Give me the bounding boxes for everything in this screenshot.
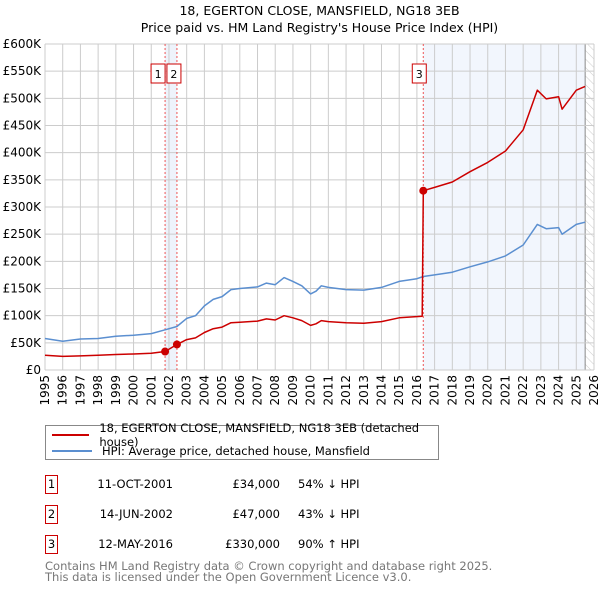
legend: 18, EGERTON CLOSE, MANSFIELD, NG18 3EB (… (45, 421, 439, 460)
y-tick-label: £450K (3, 119, 43, 133)
sale-date: 11-OCT-2001 (97, 477, 173, 491)
sale-label: 3 (416, 68, 423, 81)
sale-row: 3 12-MAY-2016 £330,000 90% ↑ HPI (45, 535, 445, 555)
x-tick-label: 1996 (56, 375, 70, 406)
sale-number-badge: 2 (45, 505, 58, 524)
y-tick-label: £150K (3, 282, 43, 296)
x-tick-label: 2008 (268, 375, 282, 406)
x-tick-label: 2020 (481, 375, 495, 406)
sale-price: £47,000 (232, 507, 280, 521)
x-tick-label: 2003 (180, 375, 194, 406)
x-tick-label: 2010 (304, 375, 318, 406)
x-tick-label: 2015 (392, 375, 406, 406)
sale-label-box (411, 63, 427, 84)
x-tick-label: 1997 (73, 375, 87, 406)
y-tick-label: £400K (3, 146, 43, 160)
chart-subtitle: Price paid vs. HM Land Registry's House … (140, 20, 499, 35)
x-tick-label: 1999 (109, 375, 123, 406)
x-tick-label: 2001 (144, 375, 158, 406)
y-tick-label: £350K (3, 173, 43, 187)
y-tick-label: £600K (3, 37, 43, 51)
x-tick-label: 2009 (286, 375, 300, 406)
legend-swatch-blue (52, 450, 92, 452)
sale-hpi-diff: 43% ↓ HPI (298, 507, 360, 521)
x-tick-label: 2014 (374, 375, 388, 406)
x-tick-label: 2005 (215, 375, 229, 406)
sale-row: 2 14-JUN-2002 £47,000 43% ↓ HPI (45, 505, 445, 525)
x-tick-label: 2018 (445, 375, 459, 406)
legend-item-hpi: HPI: Average price, detached house, Mans… (52, 443, 370, 459)
sale-label: 2 (170, 68, 177, 81)
y-tick-label: £0 (26, 363, 41, 377)
y-tick-label: £100K (3, 309, 43, 323)
x-tick-label: 2024 (552, 375, 566, 406)
x-tick-label: 2006 (233, 375, 247, 406)
x-tick-label: 2011 (321, 375, 335, 406)
sale-number-badge: 3 (45, 535, 58, 554)
y-tick-label: £300K (3, 200, 43, 214)
y-tick-label: £50K (10, 336, 42, 350)
chart-title: 18, EGERTON CLOSE, MANSFIELD, NG18 3EB (179, 3, 460, 18)
x-tick-label: 2022 (516, 375, 530, 406)
y-tick-label: £250K (3, 227, 43, 241)
sale-label-box (166, 63, 182, 84)
legend-item-property: 18, EGERTON CLOSE, MANSFIELD, NG18 3EB (… (52, 421, 438, 449)
sale-number-badge: 1 (45, 475, 58, 494)
x-tick-label: 2017 (428, 375, 442, 406)
y-tick-label: £550K (3, 64, 43, 78)
hpi-line (44, 221, 586, 342)
sale-price: £330,000 (225, 537, 280, 551)
sale-hpi-diff: 90% ↑ HPI (298, 537, 360, 551)
x-tick-label: 2025 (569, 375, 583, 406)
legend-label-hpi: HPI: Average price, detached house, Mans… (102, 444, 370, 458)
x-tick-label: 2012 (339, 375, 353, 406)
legend-label-property: 18, EGERTON CLOSE, MANSFIELD, NG18 3EB (… (99, 421, 420, 449)
x-tick-label: 2007 (251, 375, 265, 406)
x-tick-label: 2002 (162, 375, 176, 406)
sale-date: 14-JUN-2002 (99, 507, 173, 521)
x-tick-label: 1995 (38, 375, 52, 406)
sale-date: 12-MAY-2016 (98, 537, 173, 551)
x-tick-label: 2016 (410, 375, 424, 406)
x-tick-label: 2004 (197, 375, 211, 406)
y-tick-label: £500K (3, 91, 43, 105)
sale-point (161, 347, 170, 356)
legend-swatch-red (52, 434, 90, 436)
sale-price: £34,000 (232, 477, 280, 491)
sale-label: 1 (155, 68, 162, 81)
sale-hpi-diff: 54% ↓ HPI (298, 477, 360, 491)
x-tick-label: 2023 (534, 375, 548, 406)
x-tick-label: 1998 (91, 375, 105, 406)
footer-licence: This data is licensed under the Open Gov… (45, 570, 412, 584)
x-tick-label: 2026 (587, 375, 600, 406)
x-tick-label: 2000 (127, 375, 141, 406)
x-tick-label: 2013 (357, 375, 371, 406)
sale-point (419, 186, 428, 195)
sale-point (172, 340, 181, 349)
x-tick-label: 2019 (463, 375, 477, 406)
footer-copyright: Contains HM Land Registry data © Crown c… (45, 559, 493, 573)
x-tick-label: 2021 (498, 375, 512, 406)
sale-row: 1 11-OCT-2001 £34,000 54% ↓ HPI (45, 475, 445, 495)
y-tick-label: £200K (3, 254, 43, 268)
sale-label-box (150, 63, 166, 84)
price-chart: 1995 1996 1997 1998 1999 2000 2001 2002 2003 2004… (3, 37, 600, 406)
